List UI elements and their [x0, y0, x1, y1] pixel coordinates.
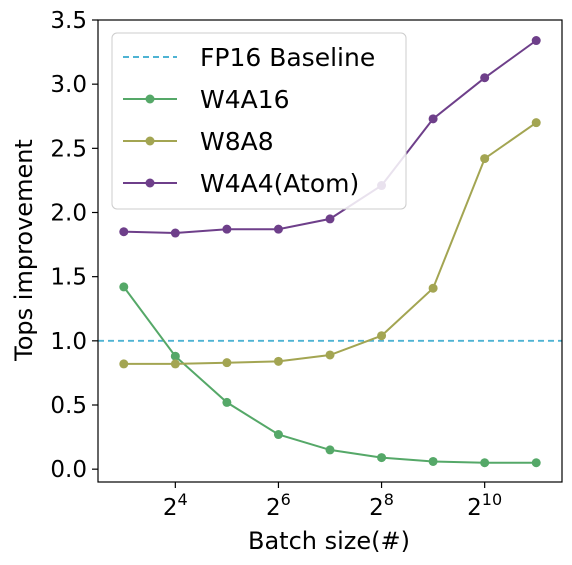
y-tick-label: 3.0: [50, 72, 87, 98]
x-tick-label: 210: [467, 490, 502, 521]
legend-label: W4A16: [200, 85, 290, 114]
legend: FP16 Baseline W4A16 W8A8 W4A4(Atom): [111, 32, 407, 210]
x-tick-label: 28: [369, 490, 394, 521]
y-tick-label: 0.0: [50, 457, 87, 483]
legend-box: [111, 32, 407, 210]
data-point: [428, 456, 438, 466]
data-point: [480, 458, 490, 468]
legend-label: W4A4(Atom): [200, 169, 359, 198]
data-point: [222, 358, 232, 368]
data-point: [325, 445, 335, 455]
x-tick-label: 24: [163, 490, 188, 521]
axes: 0.0 0.5 1.0 1.5 2.0 2.5 3.0 3.5 24 26 28 210: [50, 8, 563, 521]
data-point: [531, 118, 541, 128]
x-axis-label: Batch size(#): [248, 527, 410, 555]
data-point: [377, 331, 387, 341]
data-point: [273, 430, 283, 440]
data-point: [480, 73, 490, 83]
y-tick-label: 2.0: [50, 201, 87, 227]
data-point: [428, 114, 438, 124]
data-point: [377, 453, 387, 463]
y-tick-label: 1.5: [50, 265, 87, 291]
data-point: [273, 224, 283, 234]
data-point: [531, 458, 541, 468]
y-axis-label: Tops improvement: [10, 139, 38, 362]
legend-marker: [145, 94, 155, 104]
y-tick-label: 0.5: [50, 393, 87, 419]
data-point: [325, 350, 335, 360]
data-point: [531, 36, 541, 46]
x-tick-label: 26: [266, 490, 291, 521]
data-point: [119, 359, 129, 369]
y-tick-label: 3.5: [50, 8, 87, 34]
data-point: [222, 397, 232, 407]
data-point: [170, 359, 180, 369]
y-tick-label: 1.0: [50, 329, 87, 355]
data-point: [480, 154, 490, 164]
y-tick-label: 2.5: [50, 136, 87, 162]
data-point: [119, 282, 129, 292]
plot-frame: [97, 19, 563, 483]
data-point: [325, 214, 335, 224]
data-point: [170, 351, 180, 361]
data-point: [170, 228, 180, 238]
legend-label: W8A8: [200, 127, 274, 156]
legend-marker: [145, 136, 155, 146]
plot-area: [98, 36, 562, 468]
data-point: [428, 283, 438, 293]
legend-label: FP16 Baseline: [200, 43, 375, 72]
data-point: [273, 356, 283, 366]
legend-marker: [145, 178, 155, 188]
data-point: [119, 227, 129, 237]
data-point: [222, 224, 232, 234]
series-line-w4a16: [122, 286, 537, 464]
